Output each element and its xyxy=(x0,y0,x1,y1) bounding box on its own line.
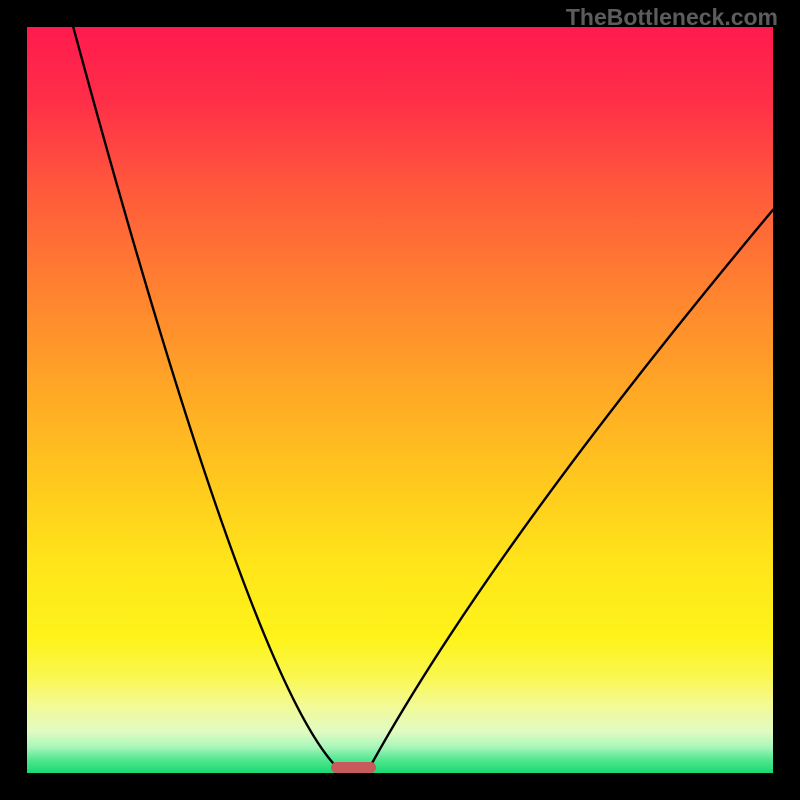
curve-layer xyxy=(27,27,773,773)
chart-container: TheBottleneck.com xyxy=(0,0,800,800)
watermark-text: TheBottleneck.com xyxy=(566,4,778,31)
plot-area xyxy=(27,27,773,773)
min-marker xyxy=(331,762,376,773)
